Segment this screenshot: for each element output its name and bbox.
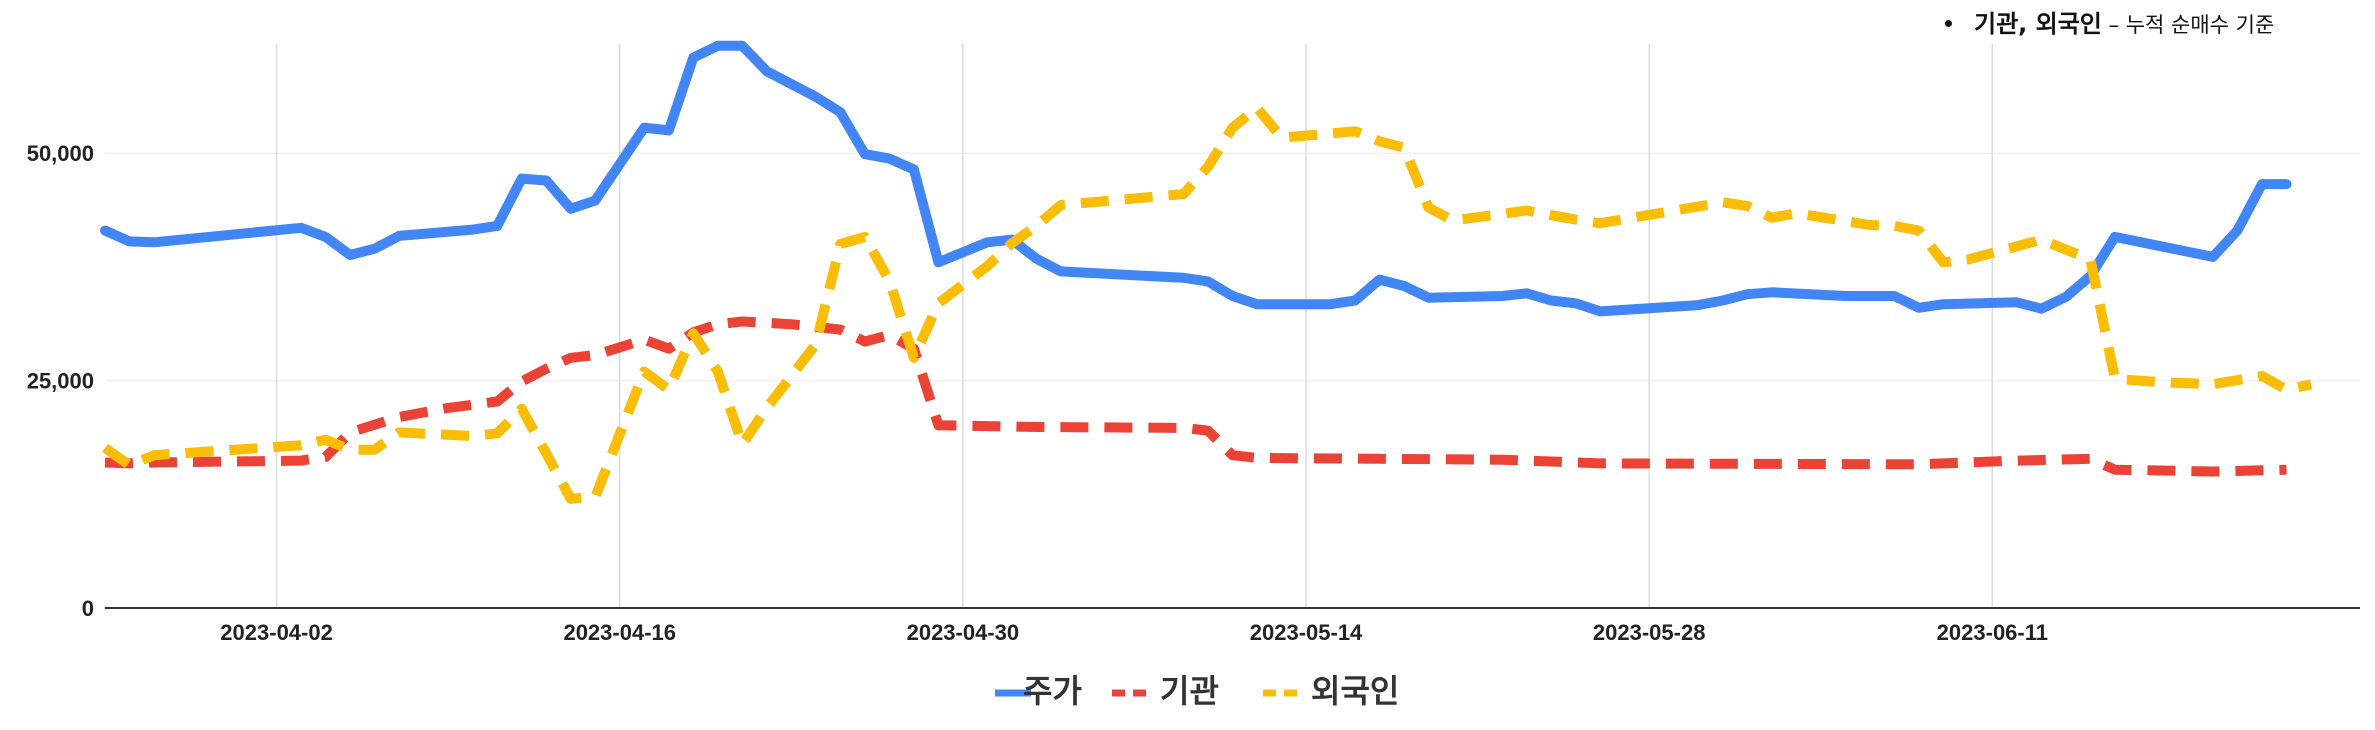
chart-annotation: 기관, 외국인 – 누적 순매수 기준 <box>1945 4 2274 39</box>
x-tick-label: 2023-05-28 <box>1593 620 1706 645</box>
y-tick-label: 0 <box>82 596 94 621</box>
x-tick-label: 2023-04-02 <box>220 620 333 645</box>
y-tick-label: 50,000 <box>27 141 94 166</box>
series-lines <box>100 40 2313 504</box>
legend[interactable]: 주가 기관 외국인 <box>995 672 1399 710</box>
x-tick-label: 2023-06-11 <box>1937 620 2048 645</box>
y-tick-label: 25,000 <box>27 369 94 394</box>
annotation-bold-text: 기관, 외국인 <box>1974 10 2102 38</box>
x-tick-label: 2023-04-16 <box>563 620 676 645</box>
series-line-1 <box>104 316 2287 477</box>
legend-label-1: 기관 <box>1160 672 1219 710</box>
series-line-0 <box>100 40 2292 317</box>
legend-label-2: 외국인 <box>1311 672 1399 710</box>
bullet-icon <box>1945 19 1952 27</box>
annotation-light-text: – 누적 순매수 기준 <box>2101 13 2275 37</box>
x-tick-label: 2023-05-14 <box>1250 620 1363 645</box>
legend-label-0: 주가 <box>1023 672 1082 710</box>
axes: 0 25,000 50,000 2023-04-02 2023-04-16 2023-04… <box>27 141 2360 645</box>
x-tick-label: 2023-04-30 <box>907 620 1020 645</box>
